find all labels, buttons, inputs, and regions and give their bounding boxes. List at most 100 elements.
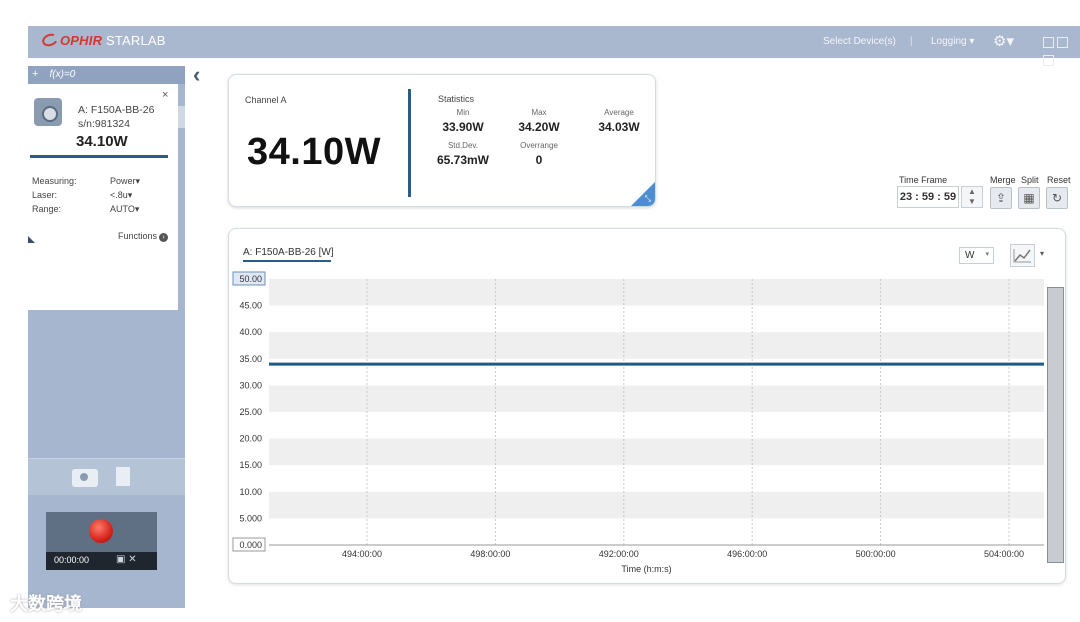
reset-button[interactable]: ↻ [1046, 187, 1068, 209]
stat-max-label: Max [531, 108, 547, 117]
merge-icon: ⇪ [995, 191, 1007, 205]
y-tick-label: 0.000 [239, 540, 262, 550]
record-button[interactable] [89, 519, 113, 543]
time-frame-spinner[interactable]: ▲ ▼ [961, 186, 983, 208]
chevron-down-icon: ▾ [985, 251, 989, 258]
y-tick-label: 35.00 [239, 354, 262, 364]
report-file-icon[interactable] [116, 467, 130, 486]
device-sidebar: + f(x)=0 × A: F150A-BB-26 s/n:981324 34.… [28, 66, 185, 608]
graph-card: A: F150A-BB-26 [W] W ▾ ▾ 50.00 45.00 40.00 3… [228, 228, 1066, 584]
device-serial: s/n:981324 [78, 118, 130, 130]
device-card[interactable]: × A: F150A-BB-26 s/n:981324 34.10W Measu… [28, 84, 178, 310]
brand-starlab: STARLAB [105, 33, 166, 48]
x-tick-label: 498:00:00 [470, 549, 510, 559]
logging-menu[interactable]: Logging ▾ [931, 36, 975, 47]
grid-band [269, 279, 1044, 306]
time-frame-input[interactable]: 23 : 59 : 59 [897, 186, 959, 208]
chart-type-caret-icon[interactable]: ▾ [1040, 249, 1045, 258]
stat-overrange: Overrange 0 [511, 141, 567, 167]
close-window-icon[interactable] [1043, 55, 1054, 66]
arrow-right-icon: › [159, 233, 169, 242]
merge-button[interactable]: ⇪ [990, 187, 1012, 209]
split-button[interactable]: ▦ [1018, 187, 1040, 209]
chart-type-button[interactable] [1010, 244, 1035, 267]
window-controls [1043, 35, 1080, 71]
device-card-tab[interactable] [178, 106, 185, 128]
measuring-value: Power [110, 176, 136, 186]
range-value: AUTO [110, 204, 135, 214]
laser-dropdown[interactable]: <.8u▾ [110, 190, 133, 200]
x-tick-label: 496:00:00 [727, 549, 767, 559]
device-close-button[interactable]: × [162, 89, 169, 101]
grid-band [269, 385, 1044, 412]
y-tick-label: 30.00 [239, 380, 262, 390]
watermark: 大数跨境 [10, 594, 82, 614]
chart-scrollbar[interactable] [1047, 287, 1064, 563]
unit-value: W [965, 250, 975, 261]
device-name: A: F150A-BB-26 [78, 104, 155, 116]
y-tick-label: 5.000 [239, 513, 262, 523]
math-function-button[interactable]: f(x)=0 [49, 69, 76, 80]
stat-average-label: Average [604, 108, 634, 117]
functions-button[interactable]: Functions › [118, 231, 169, 242]
stat-overrange-value: 0 [535, 153, 543, 167]
channel-divider [408, 89, 411, 197]
footer-strip [0, 608, 1080, 622]
sidebar-toolbar: + f(x)=0 [28, 66, 185, 84]
stat-stddev-value: 65.73mW [436, 153, 490, 167]
laser-label: Laser: [32, 190, 58, 200]
screenshot-camera-icon[interactable] [72, 469, 98, 487]
split-label: Split [1021, 175, 1039, 185]
stat-average: Average 34.03W [591, 108, 647, 134]
reset-icon: ↻ [1051, 191, 1063, 205]
sensor-icon [34, 98, 62, 126]
y-tick-label: 15.00 [239, 460, 262, 470]
add-device-button[interactable]: + [32, 68, 39, 80]
x-tick-label: 504:00:00 [984, 549, 1024, 559]
recorder-status-bar: 00:00:00 ▣ ✕ [46, 552, 157, 570]
y-tick-label: 25.00 [239, 407, 262, 417]
ophir-logo: OPHIR STARLAB [40, 31, 166, 49]
ophir-swoosh-icon [40, 31, 60, 49]
graph-title: A: F150A-BB-26 [W] [243, 247, 334, 258]
grid-band [269, 332, 1044, 359]
unit-select[interactable]: W ▾ [959, 247, 994, 264]
resize-icon: ⤡ [644, 194, 651, 203]
stat-min: Min 33.90W [437, 108, 489, 134]
channel-card: Channel A 34.10W Statistics Min 33.90W M… [228, 74, 656, 207]
range-dropdown[interactable]: AUTO▾ [110, 204, 140, 214]
grid-band [269, 491, 1044, 519]
x-tick-label: 494:00:00 [342, 549, 382, 559]
recorder-time: 00:00:00 [54, 555, 90, 565]
recorder-panel: 00:00:00 ▣ ✕ [46, 512, 157, 570]
card-resize-corner[interactable] [631, 182, 655, 206]
graph-title-underline [243, 260, 331, 262]
power-chart: 50.00 45.00 40.00 35.00 30.00 25.00 20.00 15.00… [232, 271, 1044, 574]
stat-min-label: Min [456, 108, 470, 117]
stat-average-value: 34.03W [598, 120, 640, 134]
functions-label: Functions [118, 231, 158, 241]
laser-value: <.8u [110, 190, 128, 200]
recorder-settings-icon[interactable]: ▣ ✕ [116, 554, 137, 565]
y-tick-label: 50.00 [239, 274, 262, 284]
y-tick-label: 20.00 [239, 434, 262, 444]
statistics-title: Statistics [438, 94, 475, 104]
y-tick-box [232, 537, 266, 552]
y-tick-box [232, 271, 266, 286]
stat-stddev: Std.Dev. 65.73mW [429, 141, 497, 167]
collapse-sidebar-chevron-icon[interactable]: ‹ [193, 62, 201, 87]
x-axis-label: Time (h:m:s) [621, 564, 671, 574]
x-tick-label: 492:00:00 [599, 549, 639, 559]
stat-max: Max 34.20W [513, 108, 565, 134]
y-tick-label: 40.00 [239, 327, 262, 337]
restore-icon[interactable] [1057, 37, 1068, 48]
select-devices-menu[interactable]: Select Device(s) [823, 36, 896, 47]
device-underline [30, 155, 168, 158]
settings-gear-icon[interactable]: ⚙▾ [993, 33, 1014, 50]
measuring-dropdown[interactable]: Power▾ [110, 176, 141, 186]
split-grid-icon: ▦ [1023, 191, 1035, 205]
measuring-label: Measuring: [32, 176, 77, 186]
stat-max-value: 34.20W [518, 120, 560, 134]
range-label: Range: [32, 204, 62, 214]
minimize-icon[interactable] [1043, 37, 1054, 48]
